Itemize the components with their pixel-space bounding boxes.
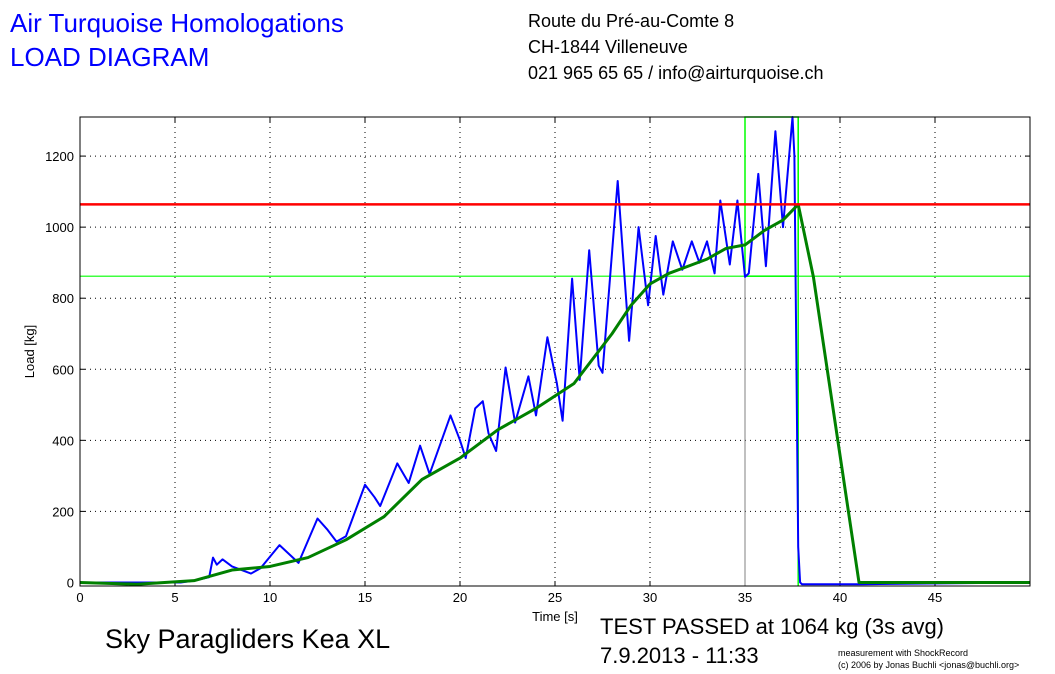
x-tick-label: 40	[833, 590, 847, 605]
y-tick-label: 400	[52, 433, 74, 448]
x-tick-label: 25	[548, 590, 562, 605]
address-line-2: CH-1844 Villeneuve	[528, 37, 688, 57]
x-tick-label: 0	[76, 590, 83, 605]
plot-frame	[79, 116, 1031, 587]
x-tick-label: 35	[738, 590, 752, 605]
y-tick-label: 200	[52, 504, 74, 519]
x-tick-label: 10	[263, 590, 277, 605]
x-tick-label: 5	[171, 590, 178, 605]
diagram-title: LOAD DIAGRAM	[10, 42, 210, 72]
credit-line-1: measurement with ShockRecord	[838, 648, 969, 658]
y-tick-label: 1200	[45, 149, 74, 164]
y-tick-label: 1000	[45, 220, 74, 235]
x-tick-label: 20	[453, 590, 467, 605]
contact-line: 021 965 65 65 / info@airturquoise.ch	[528, 63, 824, 83]
app-title: Air Turquoise Homologations	[10, 8, 344, 38]
y-tick-label: 0	[67, 575, 74, 590]
avg-load-series	[79, 202, 1030, 586]
x-tick-label: 30	[643, 590, 657, 605]
credit-line-2: (c) 2006 by Jonas Buchli <jonas@buchli.o…	[838, 660, 1020, 670]
y-tick-label: 600	[52, 362, 74, 377]
y-tick-label: 800	[52, 291, 74, 306]
x-tick-label: 15	[358, 590, 372, 605]
glider-name: Sky Paragliders Kea XL	[105, 624, 391, 654]
x-tick-label: 45	[928, 590, 942, 605]
y-axis-label: Load [kg]	[22, 325, 37, 379]
test-result: TEST PASSED at 1064 kg (3s avg)	[600, 614, 945, 639]
x-axis-label: Time [s]	[532, 609, 578, 624]
test-datetime: 7.9.2013 - 11:33	[600, 643, 759, 668]
address-line-1: Route du Pré-au-Comte 8	[528, 11, 735, 31]
